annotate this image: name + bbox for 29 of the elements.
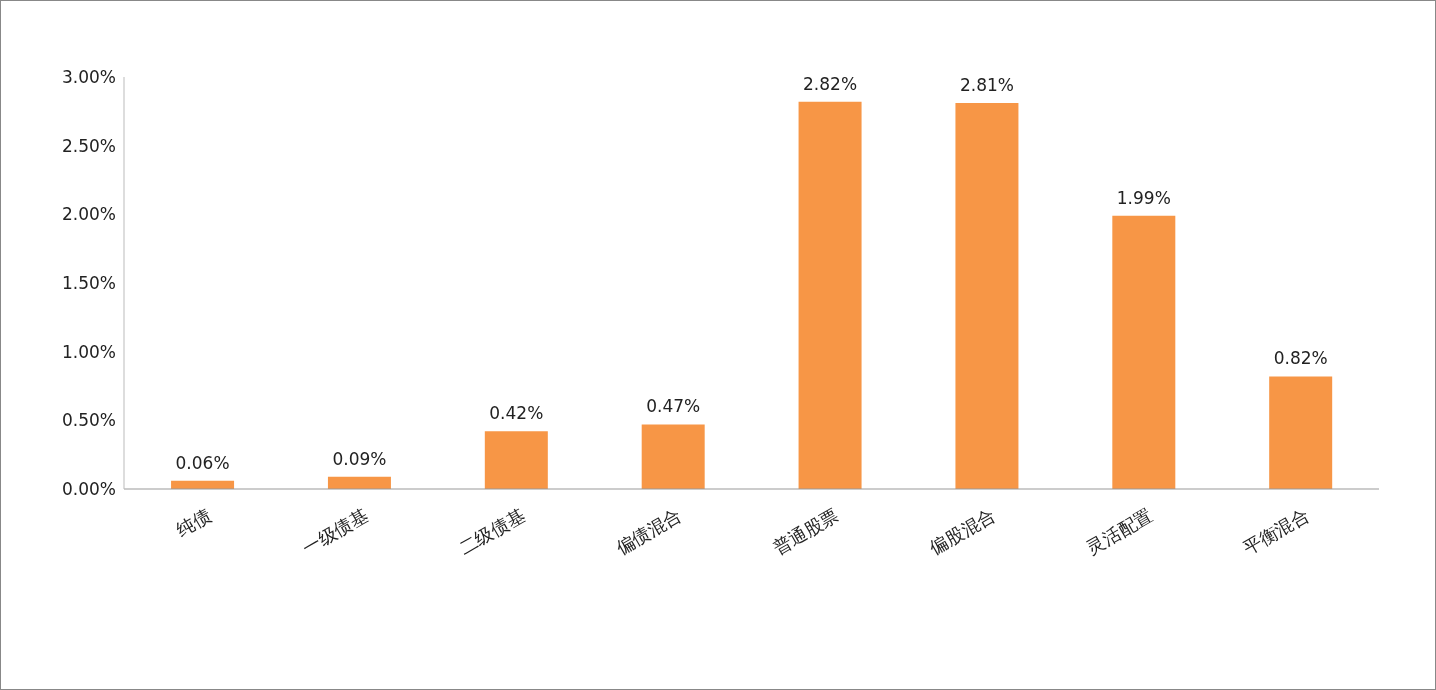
y-tick-label: 2.50% [61,135,116,156]
y-tick-label: 1.00% [61,341,116,362]
x-tick-label: 普通股票 [769,504,842,559]
x-tick-label: 平衡混合 [1239,504,1313,559]
x-tick-label: 灵活配置 [1082,504,1156,559]
bar [955,103,1019,489]
x-tick-label: 一级债基 [298,504,372,559]
x-tick-label: 偏债混合 [612,504,686,559]
bar [1112,215,1176,489]
y-tick-label: 2.00% [61,204,116,225]
data-label: 0.42% [489,403,544,424]
bar [798,101,862,489]
x-tick-label: 二级债基 [455,504,529,559]
bar [1269,376,1333,489]
data-label: 0.09% [332,448,387,469]
x-tick-label: 偏股混合 [925,504,999,559]
data-label: 0.82% [1273,348,1328,369]
data-label: 1.99% [1116,187,1171,208]
x-tick-label: 纯债 [172,504,215,541]
y-tick-label: 0.50% [61,410,116,431]
data-label: 2.82% [803,73,858,94]
y-tick-label: 0.00% [61,479,116,500]
bar [641,424,705,489]
data-label: 0.47% [646,396,701,417]
data-label: 2.81% [959,75,1014,96]
data-label: 0.06% [175,452,230,473]
y-tick-label: 1.50% [61,273,116,294]
bar [484,431,548,489]
y-tick-label: 3.00% [61,67,116,88]
